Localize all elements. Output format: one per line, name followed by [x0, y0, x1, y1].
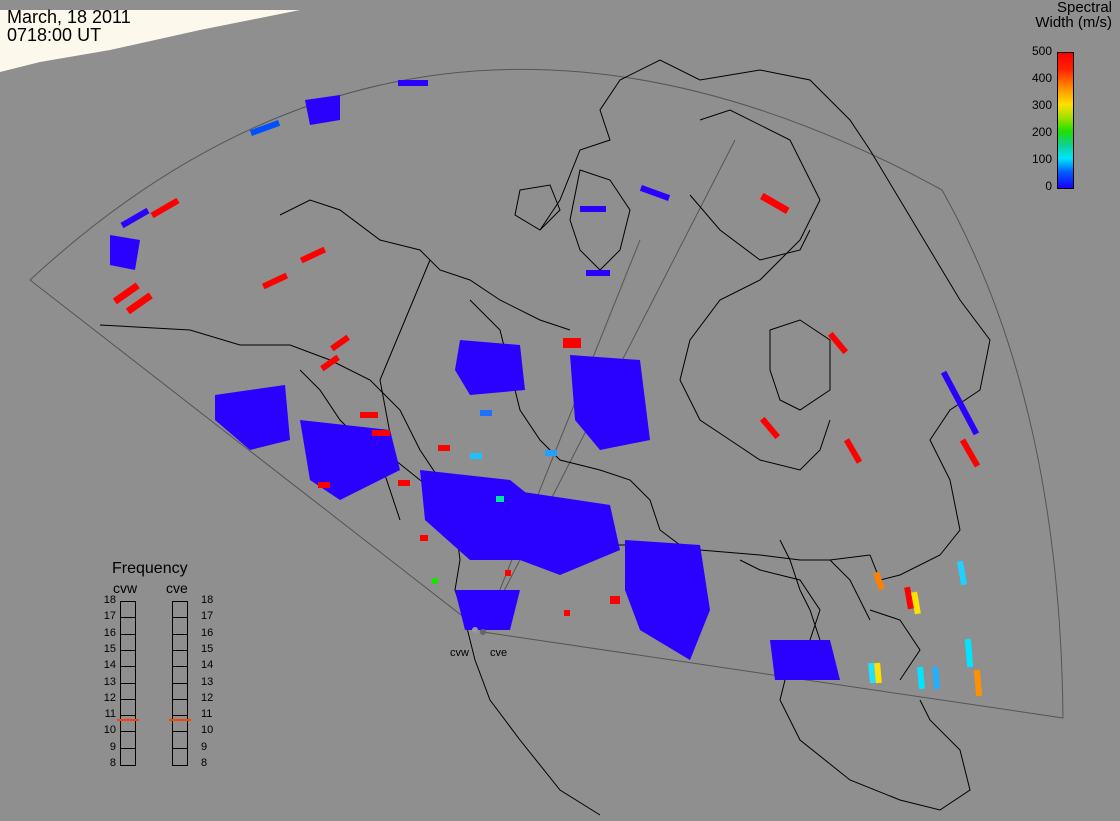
freq-tick-right: 8 — [201, 757, 208, 769]
freq-tick-left: 17 — [103, 610, 116, 623]
freq-tick-right: 9 — [201, 740, 208, 753]
frequency-grid-line — [172, 715, 188, 717]
cbar-tick: 200 — [1031, 125, 1052, 139]
freq-tick-left: 18 — [103, 594, 116, 606]
frequency-grid-line — [172, 747, 188, 749]
freq-tick-left: 12 — [103, 691, 116, 704]
coastlines — [99, 59, 991, 816]
frequency-grid-line — [172, 649, 188, 651]
freq-tick-left: 11 — [104, 708, 116, 721]
frequency-grid-line — [120, 731, 136, 733]
frequency-bar-cve — [172, 601, 188, 766]
frequency-grid-line — [120, 747, 136, 749]
cbar-tick: 100 — [1031, 152, 1052, 166]
spectral-width-colorbar — [1057, 52, 1074, 189]
site-marker-cve — [480, 629, 486, 635]
frequency-grid-line — [172, 617, 188, 619]
frequency-grid-line — [120, 649, 136, 651]
beam-divider-1 — [482, 239, 641, 633]
site-marker-cvw — [472, 627, 478, 633]
freq-tick-left: 14 — [103, 659, 116, 672]
freq-tick-left: 15 — [103, 642, 116, 655]
frequency-grid-line — [120, 682, 136, 684]
frequency-grid-line — [172, 633, 188, 635]
frequency-bar-cvw — [120, 601, 136, 766]
frequency-grid-line — [120, 666, 136, 668]
freq-radar-label-cvw: cvw — [113, 580, 138, 596]
frequency-grid-line — [120, 617, 136, 619]
frequency-grid-line — [172, 666, 188, 668]
site-label-cvw: cvw — [450, 647, 469, 659]
radar-fov-outline — [29, 68, 1064, 719]
radar-echoes — [110, 80, 983, 697]
frequency-grid-line — [172, 698, 188, 700]
timestamp: March, 18 2011 0718:00 UT — [7, 8, 131, 44]
frequency-marker-cve — [169, 718, 191, 721]
cbar-tick: 400 — [1031, 71, 1052, 85]
frequency-grid-line — [120, 698, 136, 700]
cbar-tick: 500 — [1031, 44, 1052, 58]
freq-tick-right: 17 — [201, 610, 214, 623]
freq-tick-right: 12 — [201, 691, 214, 704]
timestamp-date: March, 18 2011 — [7, 7, 131, 27]
freq-radar-label-cve: cve — [166, 580, 188, 596]
freq-tick-left: 9 — [109, 740, 116, 753]
frequency-title: Frequency — [112, 560, 188, 577]
cbar-tick: 0 — [1045, 179, 1052, 193]
freq-tick-left: 8 — [109, 757, 116, 769]
frequency-grid-line — [120, 715, 136, 717]
freq-tick-left: 10 — [103, 724, 116, 737]
freq-tick-right: 16 — [201, 626, 214, 639]
freq-tick-right: 18 — [201, 594, 214, 606]
freq-tick-left: 13 — [103, 675, 116, 688]
legend-title-line2: Width (m/s) — [1035, 14, 1112, 31]
timestamp-time: 0718:00 UT — [7, 25, 102, 45]
frequency-grid-line — [172, 731, 188, 733]
freq-tick-right: 13 — [201, 675, 214, 688]
cbar-tick: 300 — [1031, 98, 1052, 112]
freq-tick-right: 11 — [201, 708, 213, 721]
freq-tick-right: 15 — [201, 642, 214, 655]
legend-title-line1: Spectral — [1056, 0, 1112, 16]
legend-title: Spectral Width (m/s) — [1035, 0, 1112, 30]
freq-tick-right: 10 — [201, 724, 214, 737]
frequency-grid-line — [172, 682, 188, 684]
frequency-grid-line — [120, 633, 136, 635]
freq-tick-right: 14 — [201, 659, 214, 672]
site-label-cve: cve — [490, 647, 508, 659]
terminator-region — [0, 10, 300, 72]
freq-tick-left: 16 — [103, 626, 116, 639]
frequency-marker-cvw — [117, 718, 139, 721]
